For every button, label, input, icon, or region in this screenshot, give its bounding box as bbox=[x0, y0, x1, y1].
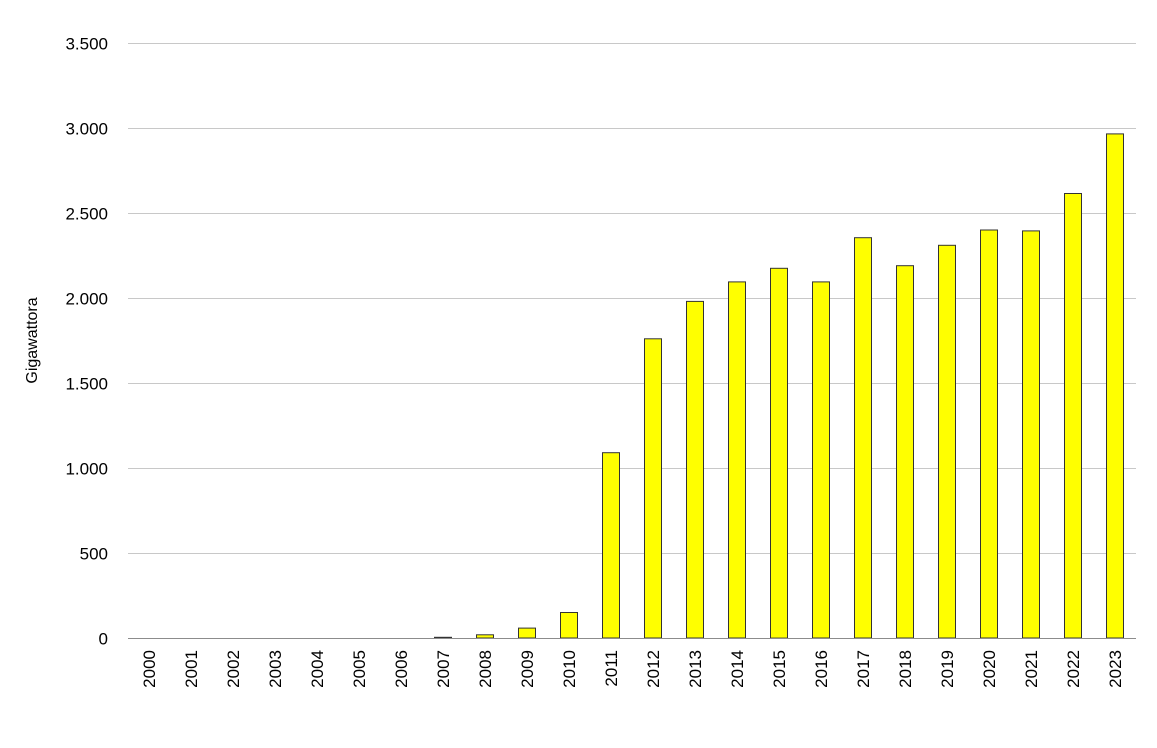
x-tick-label: 2023 bbox=[1106, 650, 1125, 688]
bar-2012 bbox=[644, 338, 662, 639]
bar-2021 bbox=[1022, 230, 1040, 639]
x-tick-label: 2004 bbox=[308, 650, 327, 688]
bar-2008 bbox=[476, 634, 494, 639]
bar-2014 bbox=[728, 281, 746, 639]
bar-2019 bbox=[938, 244, 956, 639]
bar-2018 bbox=[896, 265, 914, 639]
x-tick-label: 2021 bbox=[1022, 650, 1041, 688]
bar-2011 bbox=[602, 452, 620, 639]
bar-2010 bbox=[560, 612, 578, 639]
x-tick-label: 2006 bbox=[392, 650, 411, 688]
bar-2020 bbox=[980, 229, 998, 639]
y-tick-label: 1.500 bbox=[65, 375, 108, 394]
x-tick-label: 2013 bbox=[686, 650, 705, 688]
x-tick-label: 2015 bbox=[770, 650, 789, 688]
bar-2023 bbox=[1106, 133, 1124, 639]
bar-2017 bbox=[854, 237, 872, 639]
y-tick-label: 2.000 bbox=[65, 290, 108, 309]
y-tick-label: 0 bbox=[99, 630, 108, 649]
y-tick-label: 2.500 bbox=[65, 205, 108, 224]
y-tick-label: 3.500 bbox=[65, 35, 108, 54]
bar-2015 bbox=[770, 267, 788, 639]
x-tick-label: 2014 bbox=[728, 650, 747, 688]
x-tick-label: 2007 bbox=[434, 650, 453, 688]
x-tick-label: 2002 bbox=[224, 650, 243, 688]
x-tick-label: 2010 bbox=[560, 650, 579, 688]
x-tick-label: 2001 bbox=[182, 650, 201, 688]
y-axis-tick-labels: 0 500 1.000 1.500 2.000 2.500 3.000 3.500 bbox=[65, 35, 108, 649]
x-tick-label: 2018 bbox=[896, 650, 915, 688]
x-tick-label: 2000 bbox=[140, 650, 159, 688]
y-tick-label: 500 bbox=[80, 545, 108, 564]
x-tick-label: 2011 bbox=[602, 650, 621, 687]
gridlines bbox=[128, 43, 1136, 554]
bar-2016 bbox=[812, 281, 830, 639]
x-tick-label: 2016 bbox=[812, 650, 831, 688]
bar-2007 bbox=[434, 636, 452, 639]
x-tick-label: 2022 bbox=[1064, 650, 1083, 688]
x-axis-tick-labels: 2000 2001 2002 2003 2004 2005 2006 2007 2008 2009… bbox=[140, 650, 1125, 688]
y-axis-title: Gigawattora bbox=[24, 297, 41, 383]
bars bbox=[434, 133, 1124, 639]
y-tick-label: 3.000 bbox=[65, 120, 108, 139]
x-tick-label: 2020 bbox=[980, 650, 999, 688]
x-tick-label: 2012 bbox=[644, 650, 663, 688]
bar-2013 bbox=[686, 300, 704, 639]
x-tick-label: 2019 bbox=[938, 650, 957, 688]
x-tick-label: 2005 bbox=[350, 650, 369, 688]
bar-2022 bbox=[1064, 193, 1082, 639]
y-tick-label: 1.000 bbox=[65, 460, 108, 479]
x-tick-label: 2009 bbox=[518, 650, 537, 688]
x-tick-label: 2003 bbox=[266, 650, 285, 688]
x-tick-label: 2008 bbox=[476, 650, 495, 688]
x-tick-label: 2017 bbox=[854, 650, 873, 688]
bar-2009 bbox=[518, 627, 536, 639]
